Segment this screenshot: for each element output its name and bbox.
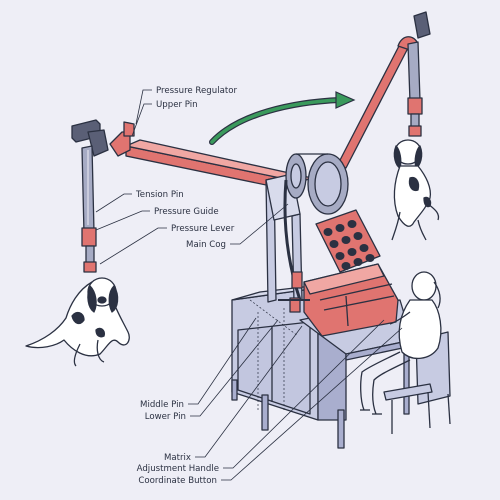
operator — [360, 271, 451, 434]
left-pole-assembly — [71, 119, 109, 273]
label-middle-pin: Middle Pin — [140, 400, 184, 410]
label-lower-pin: Lower Pin — [145, 412, 186, 422]
labels: Pressure Regulator Upper Pin Tension Pin… — [135, 86, 237, 486]
label-adjustment-handle: Adjustment Handle — [137, 464, 219, 474]
guide-lines — [249, 299, 299, 412]
upper-pin-rod — [109, 121, 313, 193]
label-pressure-guide: Pressure Guide — [154, 207, 219, 217]
label-pressure-regulator: Pressure Regulator — [156, 86, 237, 96]
machine — [231, 153, 413, 449]
label-coordinate-button: Coordinate Button — [138, 476, 217, 486]
label-matrix: Matrix — [164, 453, 191, 463]
leader-lines — [95, 89, 403, 481]
left-dog — [25, 277, 130, 367]
right-dog — [391, 139, 440, 241]
label-tension-pin: Tension Pin — [135, 190, 184, 200]
curved-arrow-icon — [209, 91, 356, 145]
label-pressure-lever: Pressure Lever — [171, 224, 235, 234]
label-upper-pin: Upper Pin — [156, 100, 198, 110]
label-main-cog: Main Cog — [186, 240, 226, 250]
